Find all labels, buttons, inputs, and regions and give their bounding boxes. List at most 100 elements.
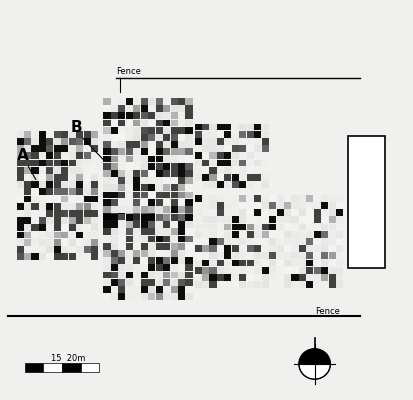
Bar <box>216 252 223 259</box>
Bar <box>155 177 162 184</box>
Bar <box>261 145 268 152</box>
Bar <box>155 134 162 141</box>
Bar <box>216 224 223 230</box>
Bar <box>202 224 209 230</box>
Bar <box>231 131 238 138</box>
Bar <box>185 257 192 264</box>
Bar <box>17 167 24 174</box>
Bar <box>140 243 147 250</box>
Bar <box>298 274 305 281</box>
Bar <box>69 246 76 253</box>
Bar <box>148 141 155 148</box>
Bar <box>194 181 201 188</box>
Bar <box>202 252 209 259</box>
Bar <box>276 274 283 281</box>
Bar <box>335 202 342 209</box>
Bar <box>83 131 90 138</box>
Bar <box>231 152 238 159</box>
Wedge shape <box>298 364 330 379</box>
Bar <box>39 239 46 246</box>
Bar <box>283 281 290 288</box>
Bar <box>39 174 46 181</box>
Bar <box>46 160 53 166</box>
Bar <box>140 98 147 105</box>
Bar <box>185 228 192 235</box>
Text: 15  20m: 15 20m <box>51 354 85 363</box>
Bar <box>276 252 283 259</box>
Bar <box>163 148 170 155</box>
Bar <box>163 214 170 221</box>
Bar <box>140 250 147 257</box>
Bar <box>69 131 76 138</box>
Bar <box>306 260 313 266</box>
Bar <box>268 238 275 245</box>
Bar <box>69 232 76 238</box>
Bar <box>209 160 216 166</box>
Bar <box>111 221 118 228</box>
Bar <box>202 160 209 166</box>
Bar <box>46 138 53 145</box>
Bar <box>254 160 261 166</box>
Bar <box>224 160 231 166</box>
Bar <box>209 209 216 216</box>
Bar <box>261 138 268 145</box>
Bar <box>46 196 53 202</box>
Bar <box>246 195 253 202</box>
Bar <box>111 134 118 141</box>
Bar <box>111 286 118 293</box>
Bar <box>224 238 231 245</box>
Bar <box>283 238 290 245</box>
Bar <box>276 267 283 274</box>
Bar <box>185 120 192 126</box>
Bar <box>291 274 298 281</box>
Bar <box>254 281 261 288</box>
Bar <box>306 231 313 238</box>
Bar <box>209 224 216 230</box>
Bar <box>103 177 110 184</box>
Bar <box>155 272 162 278</box>
Bar <box>178 199 185 206</box>
Bar <box>335 231 342 238</box>
Bar <box>306 209 313 216</box>
Bar <box>335 252 342 259</box>
Bar <box>254 195 261 202</box>
Bar <box>261 267 268 274</box>
Bar <box>61 224 68 231</box>
Bar <box>83 138 90 145</box>
Bar <box>91 203 98 210</box>
Bar <box>91 167 98 174</box>
Bar <box>31 152 38 159</box>
Bar <box>268 260 275 266</box>
Bar <box>283 209 290 216</box>
Bar <box>118 184 125 191</box>
Bar <box>17 196 24 202</box>
Bar <box>224 195 231 202</box>
Bar <box>185 177 192 184</box>
Bar <box>118 141 125 148</box>
Bar <box>31 246 38 253</box>
Bar <box>170 264 177 271</box>
Bar <box>246 152 253 159</box>
Bar <box>239 274 246 281</box>
Bar <box>224 209 231 216</box>
Bar <box>239 245 246 252</box>
Bar <box>239 138 246 145</box>
Bar <box>83 210 90 217</box>
Bar <box>91 138 98 145</box>
Bar <box>276 231 283 238</box>
Bar <box>118 148 125 155</box>
Bar <box>148 214 155 221</box>
Bar <box>61 188 68 195</box>
Bar <box>291 260 298 266</box>
Bar <box>239 152 246 159</box>
Bar <box>155 214 162 221</box>
Bar <box>224 216 231 223</box>
Bar <box>140 221 147 228</box>
Bar <box>231 260 238 266</box>
Bar <box>178 243 185 250</box>
Bar <box>261 131 268 138</box>
Bar <box>185 192 192 198</box>
Bar <box>54 188 61 195</box>
Bar <box>148 213 155 220</box>
Bar <box>140 184 147 191</box>
